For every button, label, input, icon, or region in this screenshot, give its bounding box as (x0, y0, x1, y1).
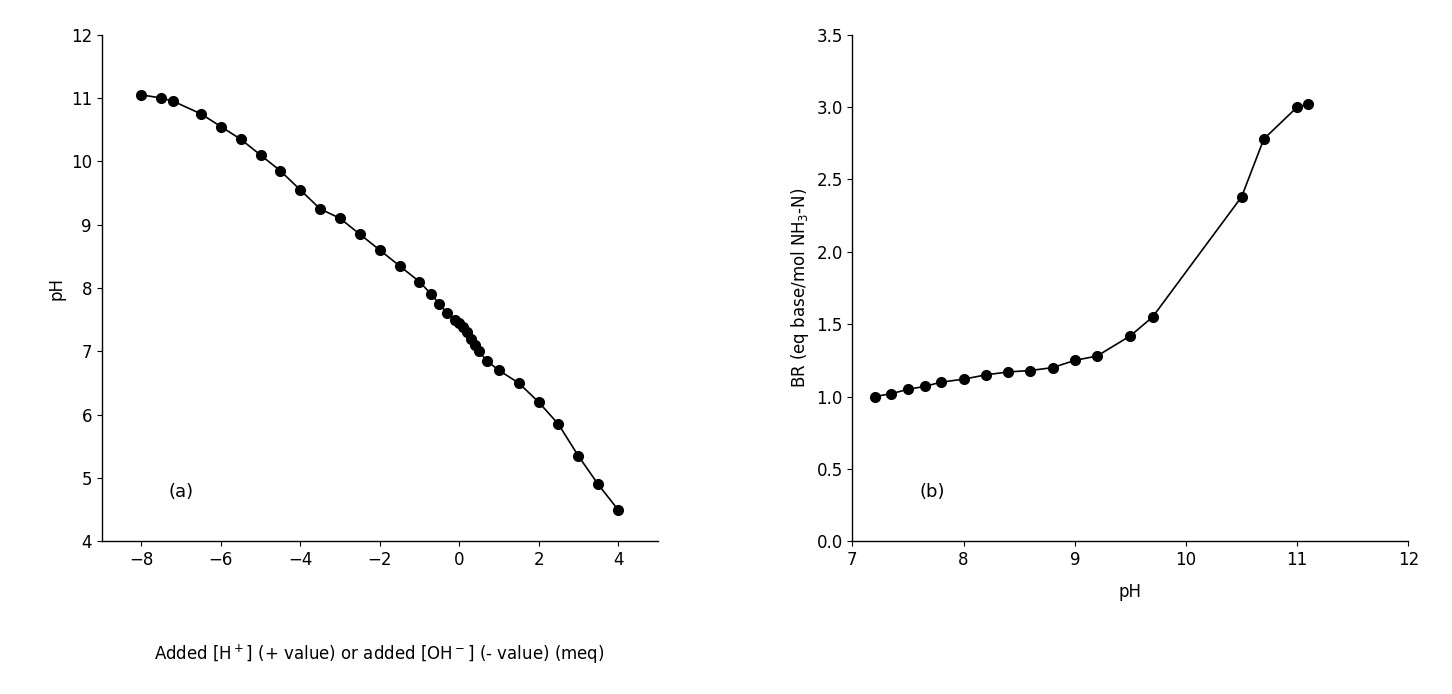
Text: (b): (b) (919, 483, 945, 501)
Y-axis label: pH: pH (46, 276, 65, 300)
X-axis label: pH: pH (1119, 583, 1141, 601)
Text: Added [H$^+$] (+ value) or added [OH$^-$] (- value) (meq): Added [H$^+$] (+ value) or added [OH$^-$… (154, 643, 605, 666)
Y-axis label: BR (eq base/mol NH$_3$-N): BR (eq base/mol NH$_3$-N) (788, 188, 810, 388)
Text: (a): (a) (168, 483, 193, 501)
